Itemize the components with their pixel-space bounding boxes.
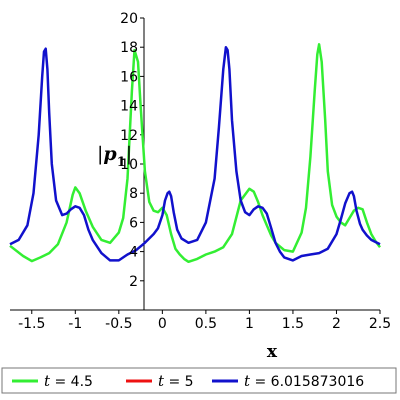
x-tick-label: 2.5	[369, 316, 391, 332]
y-axis-label: |p1|	[97, 143, 132, 170]
legend-entry-value: = 6.015873016	[250, 374, 364, 390]
y-tick-label: 6	[129, 215, 138, 231]
x-tick-label: 0	[158, 316, 167, 332]
x-tick-label: -1	[68, 316, 82, 332]
series-line	[9, 45, 381, 262]
y-tick-label: 4	[129, 245, 138, 261]
y-tick-label: 12	[120, 128, 138, 144]
y-tick-label: 18	[120, 40, 138, 56]
x-tick-label: 1.5	[282, 316, 304, 332]
axes	[10, 17, 381, 314]
y-tick-label: 16	[120, 69, 138, 85]
series-line	[9, 43, 381, 264]
x-tick-label: 1	[245, 316, 254, 332]
y-tick-label: 2	[129, 274, 138, 290]
legend-entry-value: = 5	[164, 374, 194, 390]
y-tick-label: 20	[120, 11, 138, 27]
legend-box	[1, 367, 397, 394]
y-tick-label: 8	[129, 186, 138, 202]
y-tick-label: 10	[120, 157, 138, 173]
series-lines	[9, 43, 381, 264]
y-axis-label-text: |p1|	[97, 143, 132, 170]
x-tick-label: 0.5	[195, 316, 217, 332]
legend-entry-variable: t	[244, 372, 251, 390]
legend-entry-variable: t	[158, 372, 165, 390]
y-tick-label: 14	[120, 99, 138, 115]
legend-entry: t = 6.015873016	[244, 372, 364, 390]
legend-entry-value: = 4.5	[50, 374, 93, 390]
x-tick-label: -0.5	[105, 316, 132, 332]
tick-labels: -1.5 -1 -0.5 0 0.5 1 1.5 2 2.5 2 4 6 8 10 12 14 16 18 20	[18, 11, 391, 332]
x-tick-label: -1.5	[18, 316, 45, 332]
legend-entry-variable: t	[44, 372, 51, 390]
x-axis-label: x	[267, 342, 278, 362]
x-tick-label: 2	[332, 316, 341, 332]
legend-entry: t = 4.5	[44, 372, 93, 390]
legend-entry: t = 5	[158, 372, 194, 390]
